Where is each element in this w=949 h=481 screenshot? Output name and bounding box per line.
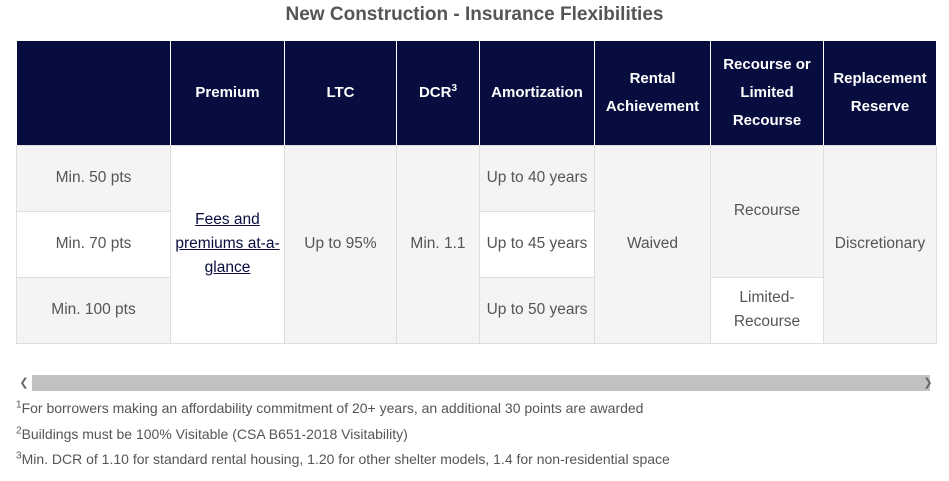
header-dcr: DCR3	[396, 41, 480, 145]
table-row: Min. 50 pts Fees and premiums at-a-glanc…	[16, 144, 937, 344]
header-dcr-label: DCR	[418, 83, 452, 101]
rental-cell: Waived	[594, 144, 711, 344]
fees-premiums-link[interactable]: Fees and premiums at-a-glance	[175, 211, 280, 276]
header-recourse: Recourse or Limited Recourse	[710, 41, 824, 145]
table-row: Min. 70 pts Up to 45 years	[16, 210, 937, 278]
chevron-right-icon[interactable]: ❯	[923, 377, 933, 389]
table-row: Min. 100 pts Up to 50 years Limited-Reco…	[16, 276, 937, 344]
footnote-number: 2	[16, 424, 22, 436]
page-title: New Construction - Insurance Flexibiliti…	[285, 4, 664, 25]
header-blank	[16, 41, 171, 145]
footnote: 2Buildings must be 100% Visitable (CSA B…	[16, 424, 936, 450]
amortization-cell: Up to 40 years	[479, 144, 595, 212]
footnote-text: Buildings must be 100% Visitable (CSA B6…	[21, 425, 408, 442]
header-amortization: Amortization	[479, 41, 595, 145]
points-cell: Min. 50 pts	[16, 144, 171, 212]
insurance-flexibilities-table: Premium LTC DCR3 Amortization Rental Ach…	[16, 41, 937, 344]
scrollbar-thumb[interactable]	[32, 375, 930, 391]
footnote: 3Min. DCR of 1.10 for standard rental ho…	[16, 449, 936, 475]
recourse-cell: Recourse	[710, 144, 824, 278]
footnote-number: 3	[16, 450, 22, 462]
header-premium: Premium	[170, 41, 285, 145]
footnotes: 1For borrowers making an affordability c…	[16, 398, 936, 475]
footnote-text: Min. DCR of 1.10 for standard rental hou…	[21, 451, 670, 467]
premium-cell: Fees and premiums at-a-glance	[170, 144, 285, 344]
header-ltc: LTC	[284, 41, 397, 145]
footnote-number: 1	[16, 399, 22, 411]
horizontal-scrollbar[interactable]: ❮ ❯	[16, 375, 936, 391]
header-rental-achievement: Rental Achievement	[594, 41, 711, 145]
ltc-cell: Up to 95%	[284, 144, 397, 344]
points-cell: Min. 100 pts	[16, 276, 171, 344]
points-cell: Min. 70 pts	[16, 210, 171, 278]
header-replacement-reserve: Replacement Reserve	[823, 41, 937, 145]
limited-recourse-cell: Limited-Recourse	[710, 276, 824, 344]
footnote: 1For borrowers making an affordability c…	[16, 398, 936, 424]
dcr-cell: Min. 1.1	[396, 144, 480, 344]
amortization-cell: Up to 45 years	[479, 210, 595, 278]
chevron-left-icon[interactable]: ❮	[19, 377, 29, 389]
replacement-cell: Discretionary	[823, 144, 937, 344]
amortization-cell: Up to 50 years	[479, 276, 595, 344]
header-dcr-footnote: 3	[451, 82, 458, 94]
footnote-text: For borrowers making an affordability co…	[21, 400, 644, 416]
